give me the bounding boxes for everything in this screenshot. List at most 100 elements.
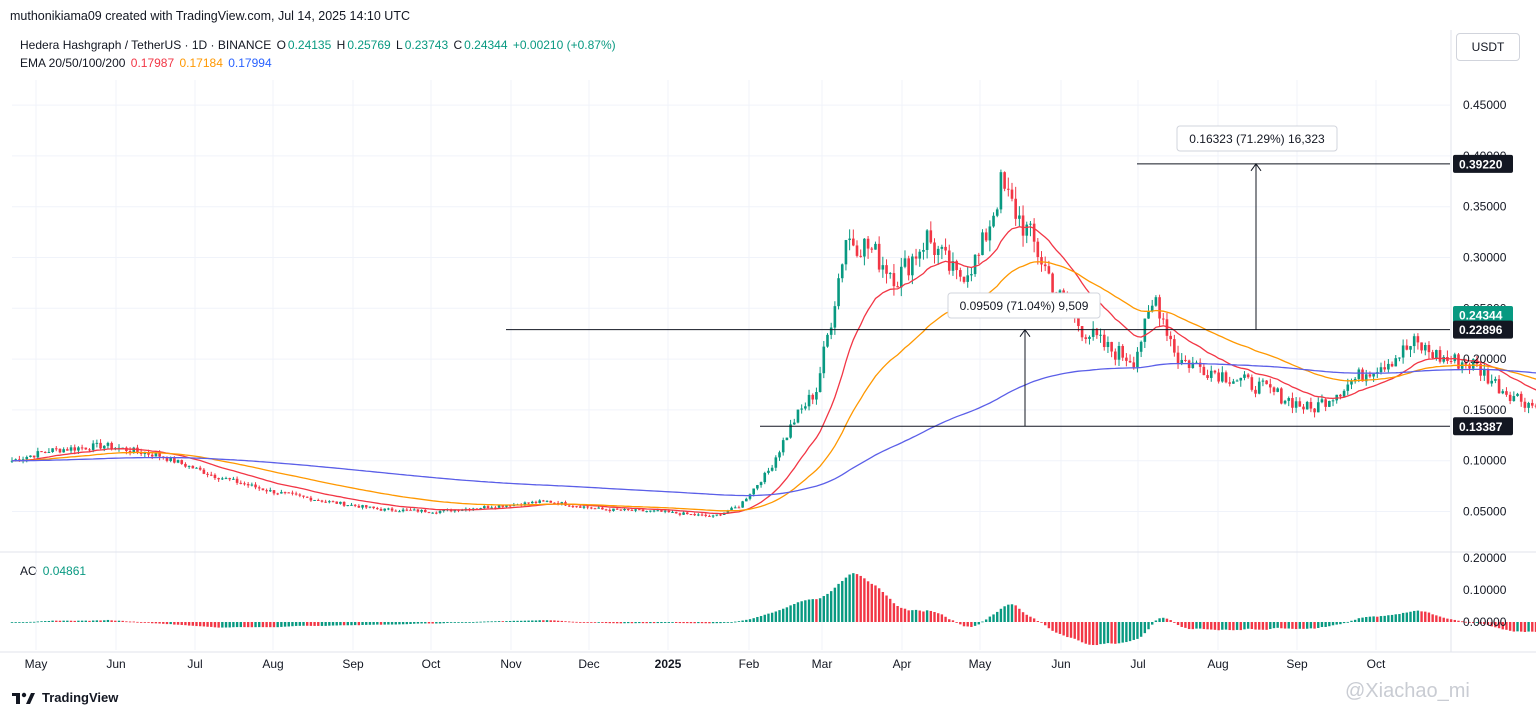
price-label-box: [1453, 417, 1513, 436]
close-value: 0.24344: [464, 38, 508, 52]
ao-bar: [298, 622, 302, 626]
ao-bar: [1158, 618, 1161, 622]
ao-bar: [383, 622, 386, 625]
candle-body: [58, 448, 62, 453]
candle-body: [1486, 369, 1490, 384]
candle-body: [221, 478, 224, 480]
candle-body: [1438, 350, 1442, 362]
currency-selector-button[interactable]: USDT: [1456, 33, 1520, 61]
ao-bar: [95, 620, 99, 622]
candle-body: [1449, 360, 1453, 362]
ao-bar: [398, 622, 401, 625]
ao-bar: [804, 600, 807, 622]
ao-bar: [47, 620, 51, 622]
candle-body: [1077, 316, 1080, 327]
ao-bar: [1191, 622, 1194, 630]
candle-body: [1173, 339, 1176, 353]
ao-bar: [1475, 622, 1479, 623]
ao-bar: [1021, 612, 1025, 622]
ao-bar: [328, 622, 331, 626]
candle-body: [54, 448, 58, 450]
ao-bar: [62, 620, 65, 622]
candle-body: [733, 507, 737, 509]
candle-body: [1435, 350, 1438, 359]
ao-bar: [1044, 622, 1047, 626]
ao-bar: [1077, 622, 1080, 641]
ao-bar: [1202, 622, 1206, 630]
candle-body: [187, 465, 191, 467]
ao-bar: [837, 583, 840, 622]
ao-bar: [615, 622, 619, 624]
ao-bar: [210, 622, 213, 627]
candle-body: [1346, 384, 1350, 391]
candle-body: [914, 256, 918, 259]
ao-bar: [51, 620, 54, 622]
ao-bar: [228, 622, 231, 628]
candle-body: [785, 437, 789, 441]
ao-bar: [1128, 622, 1132, 642]
candle-body: [907, 258, 910, 276]
candle-body: [1342, 390, 1346, 397]
ao-bar: [339, 622, 342, 626]
ao-bar: [682, 622, 685, 624]
candle-body: [959, 270, 962, 277]
candle-body: [815, 392, 818, 400]
candle-body: [243, 483, 246, 485]
candle-body: [291, 492, 294, 494]
candle-body: [575, 506, 578, 508]
candle-body: [1412, 336, 1416, 347]
candle-body: [1154, 297, 1158, 306]
ao-bar: [855, 574, 859, 622]
candle-body: [837, 278, 840, 307]
ao-bar: [601, 622, 604, 623]
ao-bar: [1379, 616, 1383, 622]
candle-body: [1136, 351, 1139, 368]
candle-body: [213, 474, 217, 479]
ao-bar: [686, 622, 689, 624]
candle-body: [619, 509, 623, 511]
candle-body: [1180, 359, 1184, 364]
ao-bar: [959, 622, 962, 625]
ao-bar: [793, 604, 796, 622]
time-tick-label: Jul: [187, 657, 202, 671]
candle-body: [1235, 380, 1239, 382]
ao-bar: [560, 620, 564, 622]
ao-bar: [1007, 604, 1010, 622]
ao-bar: [1165, 618, 1169, 622]
ao-bar: [597, 622, 600, 623]
ao-bar: [516, 620, 519, 622]
ao-bar: [1309, 622, 1313, 629]
ao-bar: [656, 622, 659, 624]
candle-body: [1350, 381, 1353, 385]
candle-body: [962, 276, 966, 282]
candle-body: [158, 453, 161, 457]
tradingview-logo[interactable]: TradingView: [12, 690, 118, 705]
time-tick-label: May: [969, 657, 992, 671]
ao-bar: [1047, 622, 1051, 629]
ao-bar: [660, 622, 663, 624]
horizontal-levels: [506, 163, 1450, 427]
ao-bar: [508, 620, 512, 622]
ao-bar: [235, 622, 239, 628]
ao-bar: [69, 620, 73, 622]
ao-bar: [1442, 617, 1445, 622]
candle-body: [1091, 328, 1095, 337]
candle-body: [888, 273, 892, 275]
ao-bar: [1468, 622, 1471, 623]
candle-body: [1209, 370, 1213, 378]
candle-body: [649, 510, 652, 512]
candle-body: [1257, 381, 1261, 394]
ao-bar: [940, 614, 944, 622]
candle-body: [1106, 341, 1110, 348]
ao-bar: [534, 620, 538, 622]
candle-body: [538, 500, 541, 503]
candle-body: [807, 394, 811, 407]
ao-bar: [1357, 618, 1361, 622]
ao-bar: [457, 622, 460, 623]
candle-body: [1387, 363, 1390, 370]
ao-bar: [767, 613, 770, 622]
candle-body: [1280, 388, 1283, 404]
candle-body: [1095, 328, 1099, 336]
candle-body: [752, 488, 755, 495]
